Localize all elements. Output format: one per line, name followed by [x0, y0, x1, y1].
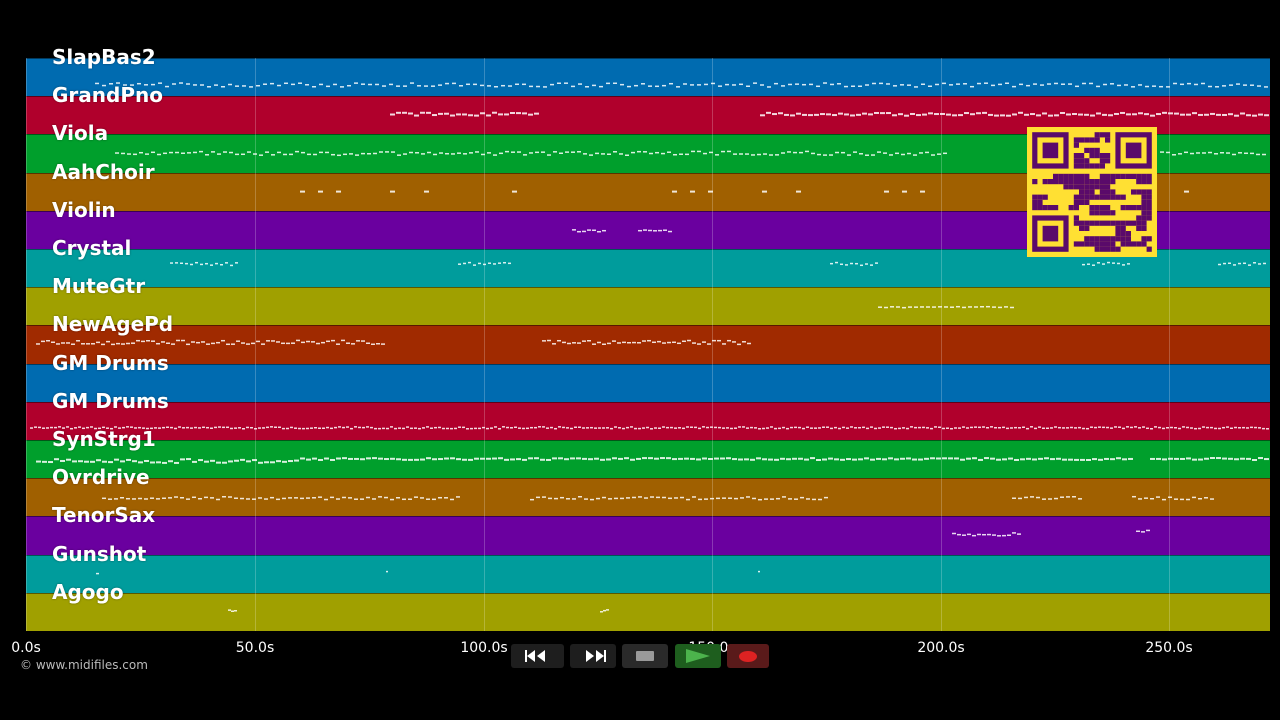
stop-button[interactable]	[622, 644, 668, 668]
gridline	[484, 58, 485, 631]
track-lane[interactable]	[26, 516, 1270, 555]
time-tick-label: 50.0s	[235, 640, 275, 656]
track-name-label: GM Drums	[52, 388, 169, 413]
track-lane[interactable]	[26, 363, 1270, 402]
track-lane[interactable]	[26, 401, 1270, 440]
track-name-label: Violin	[52, 197, 116, 222]
rewind-button[interactable]	[511, 644, 564, 668]
track-name-label: NewAgePd	[52, 312, 174, 337]
track-name-label: AahChoir	[52, 159, 155, 184]
track-name-label: Crystal	[52, 236, 132, 260]
time-tick-label: 200.0s	[917, 640, 965, 656]
copyright-text: © www.midifiles.com	[20, 658, 148, 672]
fast-forward-button[interactable]	[570, 644, 616, 668]
track-lane[interactable]	[26, 287, 1270, 326]
play-button[interactable]	[675, 644, 721, 668]
gridline	[712, 58, 713, 631]
track-name-label: GrandPno	[52, 83, 163, 108]
record-button[interactable]	[727, 644, 769, 668]
track-name-label: Viola	[52, 121, 109, 146]
track-lane[interactable]	[26, 554, 1270, 593]
fast-forward-icon	[586, 650, 606, 662]
record-icon	[739, 650, 757, 662]
play-icon	[686, 649, 710, 663]
track-lane[interactable]	[26, 325, 1270, 364]
track-lane[interactable]	[26, 592, 1270, 631]
qr-code[interactable]	[1027, 127, 1157, 257]
track-lane[interactable]	[26, 440, 1270, 479]
track-name-label: SlapBas2	[52, 45, 156, 69]
track-name-label: TenorSax	[52, 503, 156, 528]
gridline	[26, 58, 27, 631]
stop-icon	[636, 651, 654, 661]
track-name-label: MuteGtr	[52, 274, 146, 299]
time-tick-label: 100.0s	[460, 640, 508, 656]
track-name-label: Agogo	[52, 579, 124, 604]
track-name-label: Ovrdrive	[52, 465, 150, 490]
gridline	[941, 58, 942, 631]
time-tick-label: 250.0s	[1145, 640, 1193, 656]
track-lane[interactable]	[26, 58, 1270, 97]
track-name-label: SynStrg1	[52, 427, 156, 451]
track-name-label: GM Drums	[52, 350, 169, 375]
gridline	[255, 58, 256, 631]
time-tick-label: 0.0s	[11, 640, 41, 656]
gridline	[1169, 58, 1170, 631]
track-name-label: Gunshot	[52, 541, 147, 566]
rewind-icon	[524, 650, 545, 662]
track-lane[interactable]	[26, 478, 1270, 517]
